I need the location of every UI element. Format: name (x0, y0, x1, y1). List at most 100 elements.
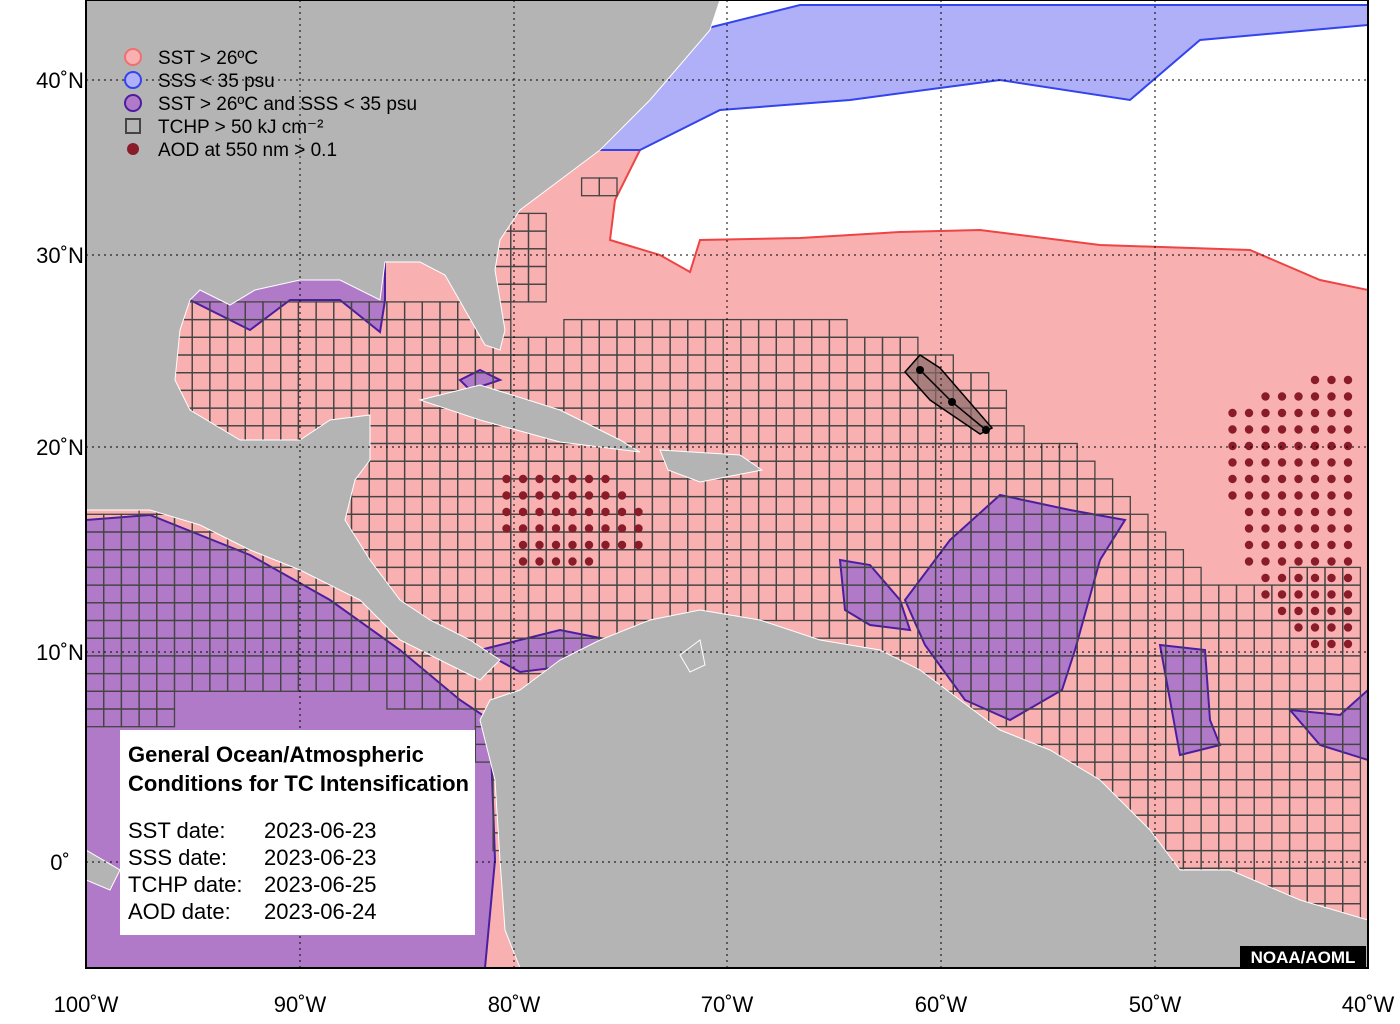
aod-dot (1310, 590, 1320, 599)
aod-dot (1261, 573, 1270, 583)
aod-dot (634, 507, 643, 517)
aod-dot (634, 524, 643, 533)
aod-dot (1310, 392, 1320, 401)
aod-dot (1294, 606, 1303, 616)
aod-dot (1277, 474, 1287, 484)
map-frame (85, 0, 1369, 969)
aod-dot (1244, 557, 1254, 566)
legend-label: SST > 26ºC and SSS < 35 psu (158, 94, 417, 115)
legend-label: SSS < 35 psu (158, 71, 275, 92)
aod-dot (1343, 441, 1353, 451)
info-title: General Ocean/Atmospheric (128, 742, 424, 767)
aod-dot (1244, 441, 1254, 451)
aod-dot (1277, 573, 1287, 583)
info-date: 2023-06-24 (264, 899, 377, 924)
aod-dot (1294, 590, 1303, 599)
aod-dot (518, 557, 528, 566)
aod-dot (1277, 590, 1287, 599)
aod-dot (1310, 425, 1320, 434)
aod-dot (1294, 557, 1303, 566)
aod-dot (1244, 540, 1254, 550)
aod-dot (1244, 458, 1254, 467)
aod-dot (1244, 524, 1254, 533)
aod-dot (1261, 425, 1270, 434)
aod-dot (1310, 623, 1320, 632)
info-label: AOD date: (128, 899, 231, 924)
aod-dot (551, 507, 561, 517)
tchp-cell (527, 283, 547, 303)
aod-dot (502, 524, 511, 533)
aod-dot (1327, 408, 1336, 418)
aod-dot (1294, 491, 1303, 500)
aod-dot (1343, 408, 1353, 418)
aod-dot (1343, 557, 1353, 566)
aod-dot (568, 507, 577, 517)
aod-dot (1343, 590, 1353, 599)
aod-dot (568, 524, 577, 533)
aod-dot (1228, 458, 1237, 467)
aod-dot (1294, 392, 1303, 401)
aod-dot (518, 491, 528, 500)
aod-dot (518, 540, 528, 550)
info-label: TCHP date: (128, 872, 243, 897)
aod-dot (535, 474, 544, 484)
aod-dot (1244, 408, 1254, 418)
aod-dot (535, 507, 544, 517)
info-date: 2023-06-25 (264, 872, 377, 897)
aod-dot (584, 540, 594, 550)
aod-dot (1343, 524, 1353, 533)
aod-dot (1244, 474, 1254, 484)
aod-dot (1261, 590, 1270, 599)
lon-label: 90˚W (274, 992, 327, 1017)
aod-dot (1343, 540, 1353, 550)
aod-dot (584, 474, 594, 484)
aod-dot (1261, 491, 1270, 500)
aod-dot (1343, 392, 1353, 401)
credit: NOAA/AOML (1251, 948, 1356, 967)
aod-dot (1261, 408, 1270, 418)
legend-label: SST > 26ºC (158, 48, 258, 69)
aod-dot (601, 540, 610, 550)
aod-dot (535, 540, 544, 550)
lon-label: 100˚W (54, 992, 119, 1017)
aod-dot (1277, 425, 1287, 434)
lon-label: 40˚W (1342, 992, 1395, 1017)
aod-dot (1327, 557, 1336, 566)
aod-dot (634, 540, 643, 550)
aod-dot (1310, 573, 1320, 583)
tchp-cell (598, 177, 618, 197)
land (86, 0, 1368, 968)
aod-dot (535, 557, 544, 566)
aod-dot (1327, 474, 1336, 484)
aod-dot (1343, 623, 1353, 632)
lat-label: 20˚N (36, 435, 84, 460)
info-date: 2023-06-23 (264, 818, 377, 843)
aod-dot (1294, 524, 1303, 533)
aod-dot (518, 474, 528, 484)
info-date: 2023-06-23 (264, 845, 377, 870)
info-label: SST date: (128, 818, 225, 843)
aod-dot (1228, 491, 1237, 500)
aod-dot (1277, 408, 1287, 418)
aod-dot (1310, 639, 1320, 649)
aod-dot (1343, 507, 1353, 517)
aod-dot (617, 540, 627, 550)
info-box (120, 730, 475, 935)
legend-label: TCHP > 50 kJ cm⁻² (158, 117, 323, 138)
aod-dot (1327, 507, 1336, 517)
aod-dot (1261, 540, 1270, 550)
aod-dot (568, 557, 577, 566)
aod-dot (1294, 458, 1303, 467)
legend-label: AOD at 550 nm > 0.1 (158, 140, 337, 161)
aod-dot (1228, 408, 1237, 418)
aod-dot (1277, 441, 1287, 451)
aod-dot (584, 507, 594, 517)
lat-label: 40˚N (36, 68, 84, 93)
lat-label: 30˚N (36, 243, 84, 268)
aod-dot (1310, 557, 1320, 566)
aod-dot (1244, 491, 1254, 500)
aod-dot (502, 507, 511, 517)
aod-dot (1343, 425, 1353, 434)
info-title: Conditions for TC Intensification (128, 771, 469, 796)
aod-dot (535, 524, 544, 533)
